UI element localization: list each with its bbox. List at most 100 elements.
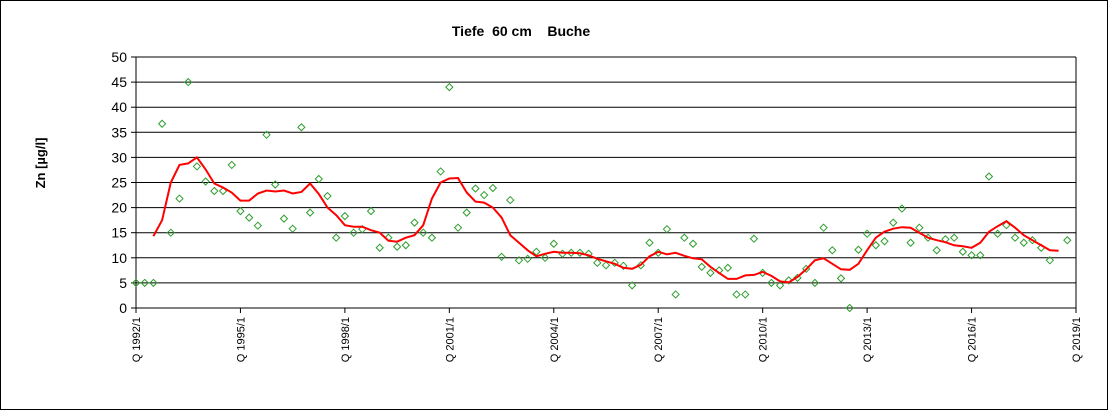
data-point-marker bbox=[262, 130, 271, 140]
data-point-marker bbox=[967, 251, 976, 260]
data-point-marker bbox=[227, 160, 236, 170]
data-point-marker bbox=[271, 180, 280, 189]
x-tick-label: Q 2010/1 bbox=[758, 317, 770, 362]
x-tick-label: Q 2013/1 bbox=[862, 317, 874, 362]
data-point-marker bbox=[166, 228, 176, 237]
data-point-marker bbox=[775, 281, 785, 290]
data-point-marker bbox=[575, 248, 585, 257]
data-point-marker bbox=[610, 258, 619, 268]
data-point-marker bbox=[1010, 233, 1020, 242]
data-point-marker bbox=[993, 229, 1002, 238]
y-tick-label: 15 bbox=[111, 225, 127, 241]
data-point-marker bbox=[958, 247, 968, 256]
data-point-marker bbox=[314, 174, 323, 184]
x-tick-label: Q 1995/1 bbox=[235, 317, 247, 362]
data-point-marker bbox=[323, 191, 332, 201]
data-point-marker bbox=[897, 204, 907, 213]
data-point-marker bbox=[845, 303, 854, 313]
data-point-marker bbox=[401, 241, 411, 250]
data-point-marker bbox=[862, 229, 872, 238]
data-point-marker bbox=[793, 273, 802, 283]
data-point-marker bbox=[436, 167, 445, 176]
data-point-marker bbox=[836, 274, 846, 283]
data-point-marker bbox=[549, 239, 558, 248]
data-point-marker bbox=[619, 261, 628, 271]
data-point-marker bbox=[419, 228, 428, 237]
data-point-marker bbox=[671, 290, 680, 299]
data-point-marker bbox=[723, 263, 733, 273]
data-point-marker bbox=[514, 256, 524, 265]
x-tick-label: Q 2019/1 bbox=[1071, 317, 1083, 362]
data-point-marker bbox=[488, 183, 498, 193]
y-tick-label: 10 bbox=[111, 250, 127, 266]
data-point-marker bbox=[253, 221, 263, 230]
data-point-marker bbox=[706, 268, 715, 278]
x-tick-label: Q 2016/1 bbox=[967, 317, 979, 362]
y-axis-label: Zn [µg/l] bbox=[33, 138, 48, 189]
data-point-marker bbox=[680, 233, 689, 242]
data-point-marker bbox=[210, 186, 219, 196]
data-point-marker bbox=[767, 278, 776, 288]
data-point-marker bbox=[697, 262, 706, 272]
y-tick-label: 30 bbox=[111, 149, 127, 165]
y-tick-label: 5 bbox=[119, 275, 127, 291]
data-point-marker bbox=[880, 237, 889, 246]
data-point-marker bbox=[288, 224, 297, 233]
y-tick-label: 35 bbox=[111, 124, 127, 140]
data-point-marker bbox=[244, 213, 254, 222]
data-point-marker bbox=[932, 246, 941, 255]
y-tick-label: 50 bbox=[111, 49, 127, 65]
trend-lines bbox=[152, 156, 1059, 284]
data-point-marker bbox=[497, 252, 506, 262]
chart-title: Tiefe 60 cm Buche bbox=[452, 23, 590, 39]
data-point-marker bbox=[627, 281, 637, 290]
data-point-marker bbox=[279, 214, 289, 223]
data-point-marker bbox=[1045, 256, 1055, 265]
y-tick-label: 20 bbox=[111, 200, 127, 216]
data-point-marker bbox=[506, 195, 515, 205]
data-point-marker bbox=[976, 251, 985, 260]
data-point-marker bbox=[984, 172, 994, 181]
data-point-marker bbox=[349, 228, 358, 237]
data-point-marker bbox=[593, 258, 602, 268]
data-point-marker bbox=[175, 194, 184, 203]
x-tick-label: Q 2007/1 bbox=[653, 317, 665, 362]
data-point-marker bbox=[662, 224, 672, 234]
data-point-marker bbox=[906, 238, 915, 247]
data-point-marker bbox=[523, 254, 532, 264]
y-tick-label: 0 bbox=[119, 300, 127, 316]
data-point-marker bbox=[688, 239, 698, 248]
x-tick-label: Q 2004/1 bbox=[549, 317, 561, 362]
data-point-marker bbox=[375, 243, 384, 252]
y-tick-label: 45 bbox=[111, 74, 127, 90]
data-point-marker bbox=[636, 261, 646, 270]
data-point-marker bbox=[305, 208, 315, 217]
data-point-marker bbox=[471, 184, 480, 193]
data-point-marker bbox=[201, 177, 210, 186]
data-point-marker bbox=[828, 246, 837, 255]
data-point-marker bbox=[949, 233, 959, 242]
data-point-marker bbox=[479, 190, 489, 200]
data-point-marker bbox=[1063, 236, 1072, 245]
data-point-marker bbox=[331, 233, 341, 242]
data-point-marker bbox=[410, 218, 419, 227]
data-point-marker bbox=[871, 241, 881, 250]
data-point-marker bbox=[340, 211, 350, 221]
data-point-marker bbox=[297, 123, 306, 132]
x-tick-label: Q 1992/1 bbox=[131, 317, 143, 362]
data-point-marker bbox=[741, 290, 750, 299]
data-point-marker bbox=[427, 233, 437, 242]
data-point-marker bbox=[149, 278, 158, 288]
data-point-marker bbox=[366, 206, 376, 216]
y-tick-labels: 0 5 10 15 20 25 30 35 40 45 50 bbox=[111, 49, 127, 316]
data-point-marker bbox=[453, 223, 463, 232]
data-point-marker bbox=[810, 278, 820, 288]
data-point-marker bbox=[584, 249, 593, 258]
moving-average-line bbox=[152, 156, 1059, 284]
data-point-marker bbox=[854, 245, 863, 254]
data-point-marker bbox=[184, 77, 193, 87]
data-point-marker bbox=[140, 278, 149, 288]
x-tick-label: Q 2001/1 bbox=[444, 317, 456, 362]
x-tick-label: Q 1998/1 bbox=[340, 317, 352, 362]
data-point-marker bbox=[157, 119, 167, 128]
